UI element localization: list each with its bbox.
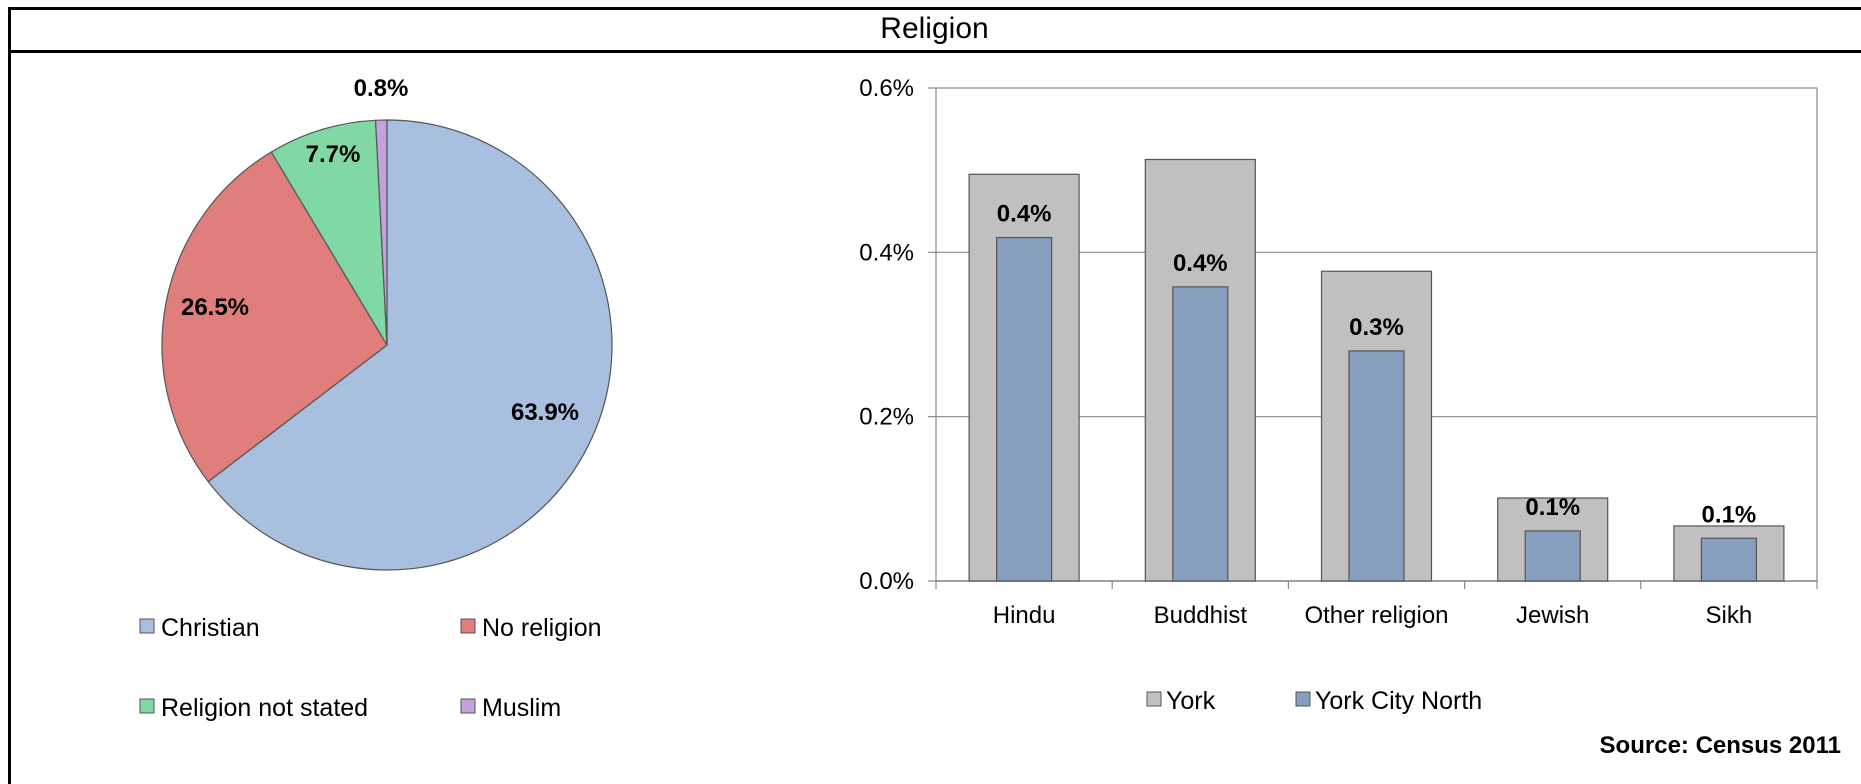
source-note: Source: Census 2011 [1599,732,1841,759]
legend-swatch [1295,691,1311,707]
x-tick-label: Other religion [1304,602,1448,629]
legend-swatch [460,618,476,634]
y-tick-label: 0.6% [859,75,914,102]
bar-york-city-north [1700,537,1758,582]
bar-york-city-north [995,236,1053,582]
legend-label: Christian [161,614,260,642]
pie-slice-religion-not-stated [270,119,388,346]
y-tick-label: 0.0% [859,568,914,595]
bar-data-label: 0.4% [997,201,1052,228]
x-tick-label: Buddhist [1154,602,1248,629]
y-tick-label: 0.4% [859,239,914,266]
x-tick-label: Hindu [993,602,1056,629]
legend-label: York [1166,687,1216,715]
legend-label: Religion not stated [161,694,368,722]
pie-slice-no-religion [161,151,388,483]
x-tick-label: Jewish [1516,602,1589,629]
chart-title: Religion [880,12,989,45]
bar-data-label: 0.4% [1173,250,1228,277]
bar-data-label: 0.1% [1702,501,1757,528]
legend-label: No religion [482,614,602,642]
bar-data-label: 0.1% [1525,494,1580,521]
legend-swatch [460,698,476,714]
pie-slice-christian [207,119,613,571]
bar-data-label: 0.3% [1349,314,1404,341]
legend-label: York City North [1315,687,1482,715]
legend-swatch [139,618,155,634]
legend-swatch [139,698,155,714]
bar-york-city-north [1524,530,1581,582]
chart-frame [8,7,1861,784]
bar-york-city-north [1348,350,1405,582]
bar-york-city-north [1172,286,1229,582]
pie-data-label: 26.5% [181,294,249,321]
x-tick-label: Sikh [1706,602,1753,629]
pie-data-label: 7.7% [306,141,361,168]
legend-label: Muslim [482,694,561,722]
pie-slice-muslim [374,119,388,346]
title-bar: Religion [8,7,1861,53]
legend-swatch [1146,691,1162,707]
pie-data-label: 63.9% [511,399,579,426]
y-tick-label: 0.2% [859,404,914,431]
pie-data-label: 0.8% [354,75,409,102]
